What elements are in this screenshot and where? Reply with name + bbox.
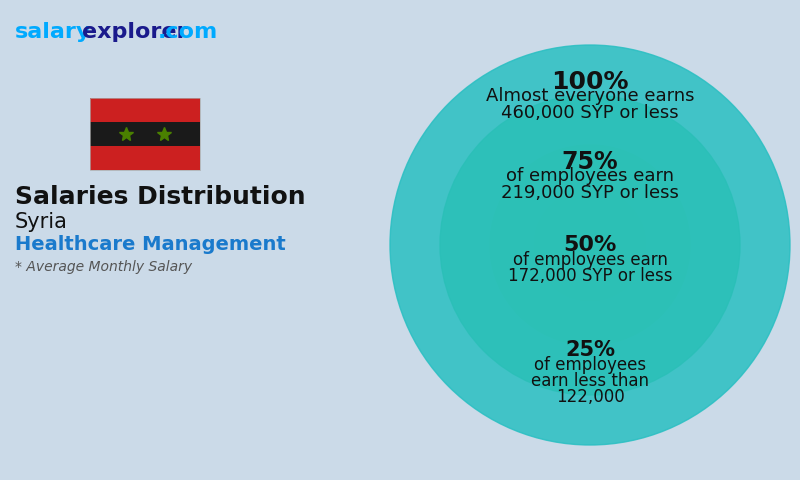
Text: Healthcare Management: Healthcare Management — [15, 235, 286, 254]
Text: * Average Monthly Salary: * Average Monthly Salary — [15, 260, 192, 274]
Circle shape — [390, 45, 790, 445]
Text: 122,000: 122,000 — [556, 388, 624, 406]
Bar — [90, 146, 200, 170]
Text: of employees earn: of employees earn — [513, 251, 667, 269]
Text: of employees: of employees — [534, 356, 646, 374]
Text: 460,000 SYP or less: 460,000 SYP or less — [501, 104, 679, 122]
Text: 219,000 SYP or less: 219,000 SYP or less — [501, 184, 679, 202]
Text: earn less than: earn less than — [531, 372, 649, 390]
Text: 172,000 SYP or less: 172,000 SYP or less — [508, 267, 672, 285]
Text: explorer: explorer — [82, 22, 187, 42]
Text: salary: salary — [15, 22, 91, 42]
Text: .com: .com — [158, 22, 218, 42]
Bar — [90, 98, 200, 122]
Text: 50%: 50% — [563, 235, 617, 255]
Circle shape — [440, 95, 740, 395]
Circle shape — [534, 189, 646, 301]
Bar — [90, 98, 200, 170]
Circle shape — [490, 145, 690, 345]
Text: 75%: 75% — [562, 150, 618, 174]
Text: Almost everyone earns: Almost everyone earns — [486, 87, 694, 105]
Text: Salaries Distribution: Salaries Distribution — [15, 185, 306, 209]
Text: 100%: 100% — [551, 70, 629, 94]
Text: 25%: 25% — [565, 340, 615, 360]
Bar — [90, 122, 200, 146]
Text: of employees earn: of employees earn — [506, 167, 674, 185]
Text: Syria: Syria — [15, 212, 68, 232]
